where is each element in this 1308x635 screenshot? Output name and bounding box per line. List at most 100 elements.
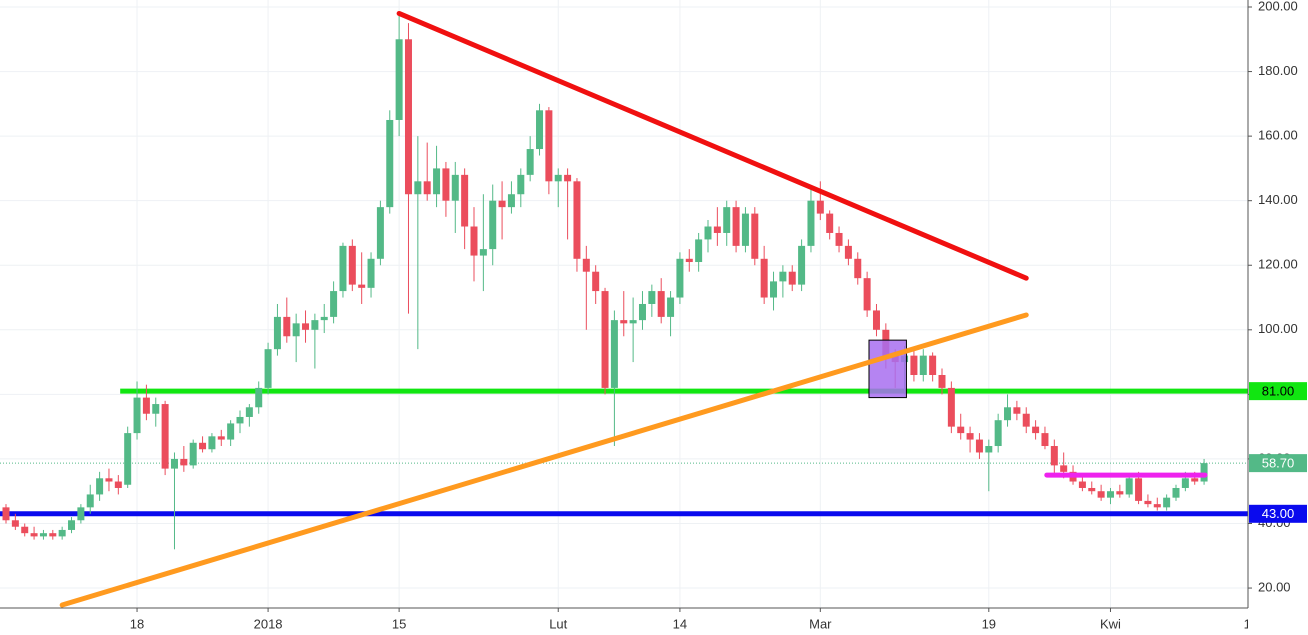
candle-body — [58, 529, 66, 537]
candle-body — [199, 442, 207, 450]
candle-body — [170, 458, 178, 469]
candle-body — [723, 207, 731, 233]
y-tick-label: 200.00 — [1258, 0, 1298, 13]
candle-body — [423, 181, 431, 195]
candle-body — [779, 271, 787, 282]
candle-body — [414, 181, 422, 195]
y-tick-label: 180.00 — [1258, 63, 1298, 78]
candle-body — [161, 404, 169, 469]
candle-body — [844, 245, 852, 259]
candle-body — [854, 258, 862, 279]
y-tick-label: 20.00 — [1258, 579, 1291, 594]
candle-body — [1172, 487, 1180, 498]
candle-body — [947, 387, 955, 427]
candle-body — [610, 320, 618, 388]
candle-body — [470, 226, 478, 256]
candle-body — [217, 436, 225, 440]
y-tick-label: 100.00 — [1258, 321, 1298, 336]
candle-body — [1106, 491, 1114, 498]
price-label-box — [1249, 504, 1307, 523]
candle-body — [227, 423, 235, 440]
candle-body — [68, 520, 76, 530]
candle-body — [667, 297, 675, 317]
candle-body — [498, 200, 506, 208]
candle-body — [105, 478, 113, 482]
candle-body — [582, 258, 590, 272]
candle-body — [564, 174, 572, 182]
candle-body — [1097, 491, 1105, 498]
candle-body — [760, 258, 768, 298]
candle-body — [442, 168, 450, 201]
candle-body — [320, 316, 328, 321]
candle-body — [1153, 504, 1161, 508]
candle-body — [966, 433, 974, 440]
candle-body — [386, 119, 394, 208]
x-tick-label: 19 — [982, 616, 996, 631]
trend-line — [59, 312, 1029, 608]
y-tick-label: 120.00 — [1258, 257, 1298, 272]
candle-body — [741, 213, 749, 246]
candle-body — [713, 226, 721, 233]
candle-body — [957, 426, 965, 434]
candle-body — [1116, 491, 1124, 495]
candle-body — [554, 174, 562, 182]
candle-body — [1181, 478, 1189, 488]
candle-body — [21, 526, 29, 534]
candle-body — [695, 239, 703, 263]
price-label: 81.00 — [1262, 384, 1295, 399]
candle-body — [1078, 481, 1086, 488]
candle-body — [189, 442, 197, 466]
candle-body — [807, 200, 815, 246]
candle-body — [302, 323, 310, 330]
candle-body — [1088, 487, 1096, 492]
candle-body — [1013, 407, 1021, 414]
candle-body — [1135, 478, 1143, 501]
candle-body — [975, 439, 983, 453]
candle-body — [358, 284, 366, 288]
x-tick-label: 15 — [392, 616, 406, 631]
candle-body — [339, 245, 347, 292]
candle-body — [732, 207, 740, 246]
candle-body — [451, 174, 459, 201]
x-tick-label: Mar — [809, 616, 832, 631]
candle-body — [592, 271, 600, 292]
candle-body — [648, 291, 656, 304]
y-tick-label: 160.00 — [1258, 128, 1298, 143]
candle-body — [180, 458, 188, 466]
candle-body — [826, 213, 834, 233]
candle-body — [985, 446, 993, 453]
candle-body — [517, 174, 525, 195]
x-tick-label: Kwi — [1100, 616, 1121, 631]
candle-body — [938, 375, 946, 388]
candle-body — [929, 355, 937, 376]
candle-body — [994, 420, 1002, 447]
candle-body — [255, 387, 263, 408]
candle-body — [461, 174, 469, 227]
price-label-box — [1249, 382, 1307, 401]
candle-body — [86, 494, 94, 508]
x-tick-label: 2018 — [254, 616, 283, 631]
candle-body — [367, 258, 375, 288]
price-label-box — [1249, 454, 1307, 473]
candle-body — [1144, 500, 1152, 505]
candle-body — [685, 258, 693, 263]
candle-body — [816, 200, 824, 214]
candle-body — [433, 168, 441, 195]
candle-body — [638, 303, 646, 321]
candle-body — [479, 249, 487, 256]
candle-body — [208, 436, 216, 450]
candle-body — [573, 181, 581, 259]
candle-body — [11, 520, 19, 527]
candle-body — [30, 533, 38, 537]
candle-body — [770, 281, 778, 298]
candle-body — [114, 481, 122, 488]
candle-body — [77, 507, 85, 521]
candle-body — [1041, 433, 1049, 447]
candle-body — [788, 271, 796, 285]
candle-body — [872, 310, 880, 330]
candle-body — [676, 258, 684, 298]
trend-line — [396, 10, 1029, 281]
candle-body — [236, 416, 244, 424]
